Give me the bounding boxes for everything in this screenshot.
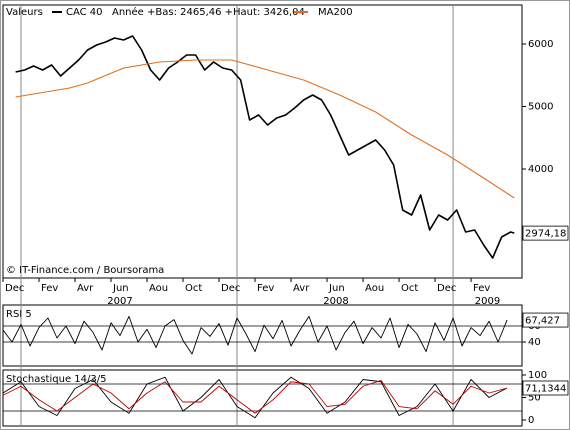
- panel-frame: [2, 4, 523, 279]
- x-tick-label: Aou: [365, 283, 384, 294]
- year-label: 2007: [107, 296, 132, 307]
- x-tick-label: Fev: [41, 283, 58, 294]
- last-value-label: 71,1344: [525, 383, 566, 394]
- last-value-box: [522, 225, 569, 241]
- x-tick-label: Avr: [77, 283, 94, 294]
- x-tick-label: Fev: [473, 283, 490, 294]
- panel-frame: [2, 304, 523, 367]
- x-tick-label: Oct: [185, 283, 202, 294]
- y-tick-label: 50: [528, 393, 541, 404]
- year-label: 2009: [475, 296, 500, 307]
- x-tick-label: Dec: [221, 283, 240, 294]
- series-line: [15, 59, 515, 199]
- x-tick-label: Oct: [401, 283, 418, 294]
- legend-title: Valeurs: [6, 7, 43, 18]
- y-tick-label: 6000: [528, 39, 553, 50]
- year-label: 2008: [323, 296, 348, 307]
- series-line: [2, 376, 508, 419]
- last-value-label: 2974,18: [525, 229, 566, 240]
- y-tick-label: 100: [528, 370, 547, 381]
- series-line: [15, 35, 515, 259]
- x-tick-label: Dec: [437, 283, 456, 294]
- panel-frame: [2, 369, 523, 427]
- panel-title: Stochastique 14/3/5: [6, 374, 106, 385]
- y-tick-label: 0: [528, 415, 534, 426]
- y-tick-label: 5000: [528, 102, 553, 113]
- x-tick-label: Jun: [328, 283, 345, 294]
- last-value-box: [522, 312, 569, 328]
- last-value-box: [522, 380, 569, 396]
- series-line: [2, 379, 508, 414]
- credit: © IT-Finance.com / Boursorama: [6, 265, 164, 276]
- y-tick-label: 4000: [528, 164, 553, 175]
- annotation: Année +Bas: 2465,46 +Haut: 3426,04: [112, 6, 305, 18]
- x-tick-label: Avr: [293, 283, 310, 294]
- legend-label: MA200: [318, 7, 353, 18]
- x-tick-label: Jun: [112, 283, 129, 294]
- legend-label: CAC 40: [66, 7, 103, 18]
- panel-title: RSI 5: [6, 309, 32, 320]
- last-value-label: 67,427: [525, 316, 560, 327]
- x-tick-label: Fev: [257, 283, 274, 294]
- x-tick-label: Aou: [149, 283, 168, 294]
- y-tick-label: 40: [528, 337, 541, 348]
- series-line: [2, 315, 508, 355]
- x-tick-label: Dec: [5, 283, 24, 294]
